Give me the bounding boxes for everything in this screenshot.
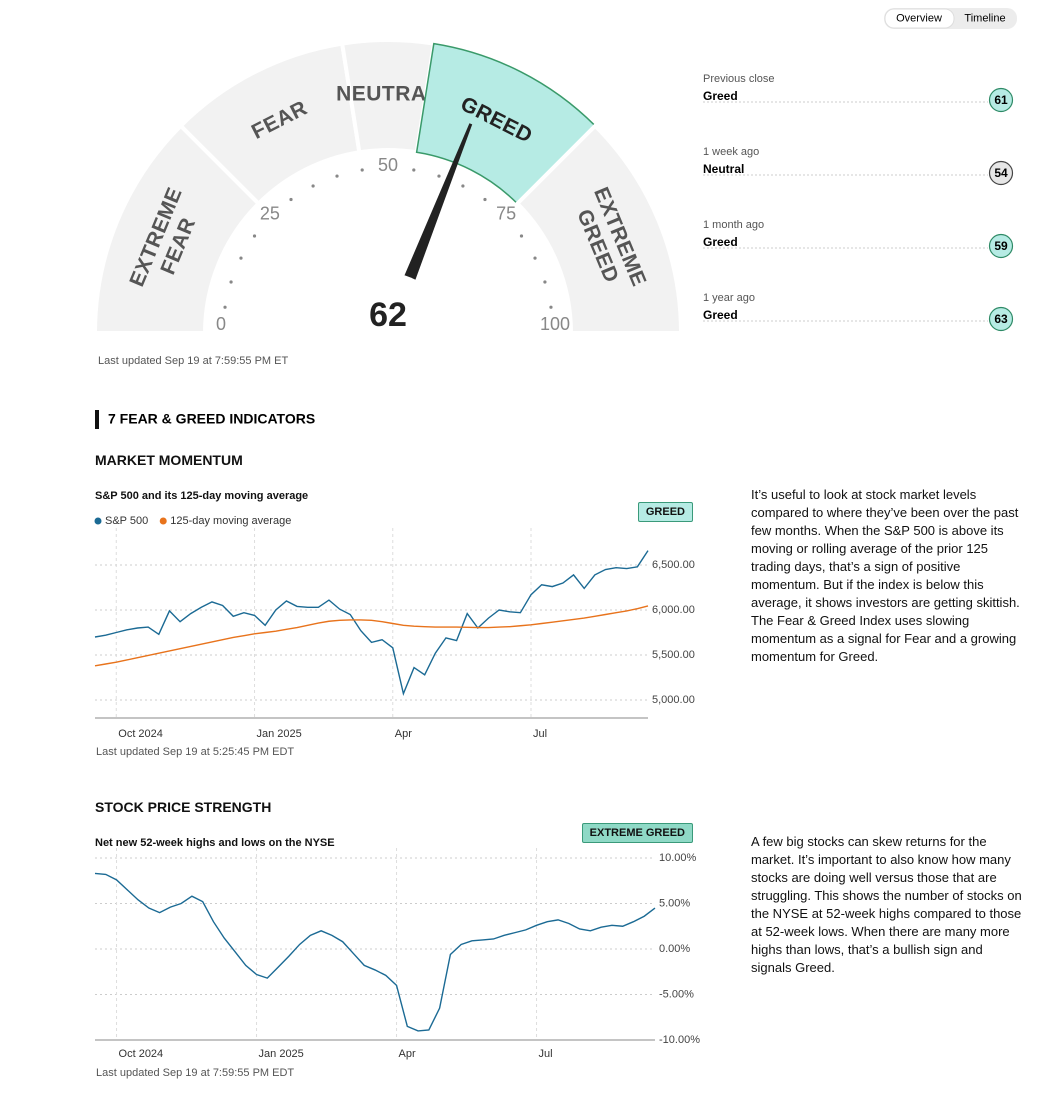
y-tick-label: -10.00% bbox=[659, 1034, 700, 1046]
gauge-tick-label: 0 bbox=[216, 314, 226, 334]
gauge-dot bbox=[360, 168, 364, 172]
tab-overview[interactable]: Overview bbox=[896, 12, 942, 24]
gauge-updated: Last updated Sep 19 at 7:59:55 PM ET bbox=[98, 355, 289, 367]
segment-label: NEUTRAL bbox=[336, 83, 440, 106]
history-rating: Greed bbox=[703, 235, 738, 249]
updated: Last updated Sep 19 at 5:25:45 PM EDT bbox=[96, 746, 295, 758]
gauge-dot bbox=[335, 174, 339, 178]
legend-label: S&P 500 bbox=[105, 515, 148, 527]
history-value: 61 bbox=[994, 93, 1008, 107]
chart-title: Net new 52-week highs and lows on the NY… bbox=[95, 837, 335, 849]
gauge-dot bbox=[461, 184, 465, 188]
gauge-tick-label: 25 bbox=[260, 204, 280, 224]
history-value: 63 bbox=[994, 312, 1008, 326]
y-tick-label: 0.00% bbox=[659, 943, 690, 955]
chart-title: S&P 500 and its 125-day moving average bbox=[95, 490, 309, 502]
indicator-title: STOCK PRICE STRENGTH bbox=[95, 799, 272, 815]
gauge-dot bbox=[311, 184, 315, 188]
gauge-segment bbox=[514, 122, 684, 335]
gauge-tick-label: 50 bbox=[378, 155, 398, 175]
description: It’s useful to look at stock market leve… bbox=[751, 487, 1020, 664]
x-tick-label: Jul bbox=[539, 1048, 553, 1060]
history-value: 59 bbox=[994, 239, 1008, 253]
gauge-dot bbox=[289, 197, 293, 202]
x-tick-label: Apr bbox=[399, 1048, 416, 1060]
gauge-dot bbox=[549, 305, 553, 309]
history-rating: Greed bbox=[703, 308, 738, 322]
y-tick-label: 5.00% bbox=[659, 897, 690, 909]
x-tick-label: Oct 2024 bbox=[119, 1048, 164, 1060]
gauge-inner bbox=[207, 152, 569, 333]
history-badge bbox=[988, 306, 1014, 332]
gauge-center bbox=[328, 273, 448, 333]
series-line bbox=[94, 872, 656, 1032]
history-label: 1 year ago bbox=[703, 292, 755, 304]
y-tick-label: 6,500.00 bbox=[652, 559, 695, 571]
gauge-dot bbox=[223, 305, 227, 309]
history-rating: Neutral bbox=[703, 162, 744, 176]
x-tick-label: Apr bbox=[395, 728, 412, 740]
gauge-dot bbox=[533, 256, 537, 260]
y-tick-label: -5.00% bbox=[659, 988, 694, 1000]
series-line bbox=[94, 550, 649, 697]
series-line bbox=[94, 605, 649, 667]
section-title: 7 FEAR & GREED INDICATORS bbox=[108, 411, 315, 427]
x-tick-label: Jan 2025 bbox=[257, 728, 302, 740]
y-tick-label: 6,000.00 bbox=[652, 604, 695, 616]
gauge-dot bbox=[252, 234, 257, 238]
gauge-dot bbox=[412, 168, 416, 172]
updated: Last updated Sep 19 at 7:59:55 PM EDT bbox=[96, 1067, 295, 1079]
history-value: 54 bbox=[994, 166, 1008, 180]
history-rating: Greed bbox=[703, 89, 738, 103]
y-tick-label: 10.00% bbox=[659, 852, 697, 864]
history-label: 1 month ago bbox=[703, 219, 764, 231]
gauge-tick-label: 75 bbox=[496, 204, 516, 224]
gauge-dot bbox=[437, 174, 441, 178]
gauge-value: 62 bbox=[369, 296, 407, 334]
history-label: 1 week ago bbox=[703, 146, 759, 158]
gauge-dot bbox=[229, 280, 233, 284]
gauge-dot bbox=[239, 256, 243, 260]
history-badge bbox=[988, 233, 1014, 259]
rating-badge: EXTREME GREED bbox=[581, 823, 693, 843]
tab-active[interactable] bbox=[884, 8, 955, 29]
y-tick-label: 5,500.00 bbox=[652, 649, 695, 661]
tab-timeline[interactable]: Timeline bbox=[964, 12, 1005, 24]
x-tick-label: Jan 2025 bbox=[259, 1048, 304, 1060]
indicator-title: MARKET MOMENTUM bbox=[95, 452, 243, 468]
legend-swatch bbox=[94, 517, 102, 525]
history-badge bbox=[988, 87, 1014, 113]
gauge-tick-label: 100 bbox=[540, 314, 570, 334]
rating-badge: GREED bbox=[637, 502, 693, 522]
y-tick-label: 5,000.00 bbox=[652, 694, 695, 706]
legend-label: 125-day moving average bbox=[170, 515, 291, 527]
history-badge bbox=[988, 160, 1014, 186]
gauge-dot bbox=[543, 280, 547, 284]
x-tick-label: Oct 2024 bbox=[118, 728, 163, 740]
legend-swatch bbox=[159, 517, 167, 525]
gauge-dot bbox=[483, 197, 487, 202]
history-label: Previous close bbox=[703, 73, 775, 85]
gauge-needle bbox=[402, 123, 473, 285]
x-tick-label: Jul bbox=[533, 728, 547, 740]
section-bar bbox=[95, 410, 99, 429]
description: A few big stocks can skew returns for th… bbox=[751, 834, 1022, 975]
gauge-dot bbox=[519, 234, 524, 238]
